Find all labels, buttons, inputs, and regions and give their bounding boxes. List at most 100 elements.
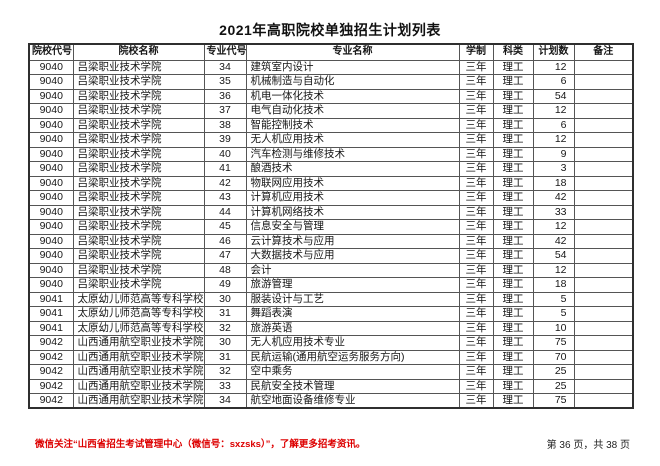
cell-duration: 三年 — [458, 320, 494, 336]
cell-plan-count: 12 — [532, 59, 575, 75]
cell-category: 理工 — [492, 74, 534, 90]
cell-duration: 三年 — [458, 335, 494, 351]
cell-college-code: 9040 — [28, 277, 74, 293]
cell-plan-count: 12 — [532, 103, 575, 119]
cell-college-name: 吕梁职业技术学院 — [72, 161, 205, 177]
cell-college-name: 吕梁职业技术学院 — [72, 74, 205, 90]
table-row: 9040 吕梁职业技术学院 37 电气自动化技术 三年 理工 12 — [28, 103, 634, 119]
cell-college-name: 吕梁职业技术学院 — [72, 175, 205, 191]
table-row: 9040 吕梁职业技术学院 46 云计算技术与应用 三年 理工 42 — [28, 233, 634, 249]
cell-major-code: 40 — [203, 146, 247, 162]
table-row: 9040 吕梁职业技术学院 42 物联网应用技术 三年 理工 18 — [28, 175, 634, 191]
cell-plan-count: 9 — [532, 146, 575, 162]
cell-major-code: 45 — [203, 219, 247, 235]
cell-duration: 三年 — [458, 204, 494, 220]
cell-major-name: 民航安全技术管理 — [245, 378, 460, 394]
cell-college-code: 9040 — [28, 248, 74, 264]
cell-duration: 三年 — [458, 393, 494, 409]
cell-major-name: 汽车检测与维修技术 — [245, 146, 460, 162]
cell-college-name: 山西通用航空职业技术学院 — [72, 349, 205, 365]
cell-category: 理工 — [492, 277, 534, 293]
cell-college-code: 9040 — [28, 146, 74, 162]
cell-plan-count: 54 — [532, 88, 575, 104]
table-row: 9041 太原幼儿师范高等专科学校 30 服装设计与工艺 三年 理工 5 — [28, 291, 634, 307]
cell-category: 理工 — [492, 103, 534, 119]
cell-plan-count: 75 — [532, 393, 575, 409]
cell-remark — [573, 262, 634, 278]
cell-duration: 三年 — [458, 74, 494, 90]
cell-major-name: 无人机应用技术专业 — [245, 335, 460, 351]
cell-college-code: 9040 — [28, 233, 74, 249]
cell-remark — [573, 175, 634, 191]
column-header-plan-count: 计划数 — [532, 43, 575, 61]
cell-major-name: 大数据技术与应用 — [245, 248, 460, 264]
cell-plan-count: 6 — [532, 74, 575, 90]
cell-remark — [573, 59, 634, 75]
cell-category: 理工 — [492, 248, 534, 264]
cell-plan-count: 33 — [532, 204, 575, 220]
cell-category: 理工 — [492, 161, 534, 177]
cell-college-code: 9040 — [28, 59, 74, 75]
cell-remark — [573, 306, 634, 322]
cell-college-code: 9040 — [28, 103, 74, 119]
cell-major-name: 云计算技术与应用 — [245, 233, 460, 249]
cell-major-code: 42 — [203, 175, 247, 191]
cell-major-code: 31 — [203, 349, 247, 365]
cell-remark — [573, 291, 634, 307]
table-row: 9040 吕梁职业技术学院 48 会计 三年 理工 12 — [28, 262, 634, 278]
cell-remark — [573, 248, 634, 264]
table-row: 9042 山西通用航空职业技术学院 33 民航安全技术管理 三年 理工 25 — [28, 378, 634, 394]
cell-college-code: 9042 — [28, 335, 74, 351]
cell-college-code: 9040 — [28, 190, 74, 206]
cell-major-code: 47 — [203, 248, 247, 264]
cell-major-code: 46 — [203, 233, 247, 249]
cell-duration: 三年 — [458, 103, 494, 119]
cell-plan-count: 5 — [532, 291, 575, 307]
page-number-text: 第 36 页，共 38 页 — [546, 440, 630, 451]
cell-college-code: 9041 — [28, 306, 74, 322]
cell-category: 理工 — [492, 262, 534, 278]
cell-category: 理工 — [492, 393, 534, 409]
table-row: 9040 吕梁职业技术学院 36 机电一体化技术 三年 理工 54 — [28, 88, 634, 104]
page-footer: 微信关注“山西省招生考试管理中心（微信号：sxzsks）”，了解更多招考资讯。 … — [28, 436, 632, 451]
cell-college-name: 吕梁职业技术学院 — [72, 204, 205, 220]
cell-remark — [573, 161, 634, 177]
column-header-college-name: 院校名称 — [72, 43, 205, 61]
cell-plan-count: 42 — [532, 233, 575, 249]
cell-category: 理工 — [492, 117, 534, 133]
cell-plan-count: 6 — [532, 117, 575, 133]
cell-major-name: 建筑室内设计 — [245, 59, 460, 75]
cell-major-code: 36 — [203, 88, 247, 104]
cell-plan-count: 5 — [532, 306, 575, 322]
cell-duration: 三年 — [458, 132, 494, 148]
cell-college-code: 9042 — [28, 378, 74, 394]
cell-category: 理工 — [492, 291, 534, 307]
cell-plan-count: 70 — [532, 349, 575, 365]
cell-remark — [573, 219, 634, 235]
cell-major-code: 44 — [203, 204, 247, 220]
cell-college-name: 山西通用航空职业技术学院 — [72, 393, 205, 409]
cell-plan-count: 75 — [532, 335, 575, 351]
cell-plan-count: 54 — [532, 248, 575, 264]
table-header-row: 院校代号 院校名称 专业代号 专业名称 学制 科类 计划数 备注 — [28, 43, 634, 61]
cell-major-name: 智能控制技术 — [245, 117, 460, 133]
cell-major-name: 电气自动化技术 — [245, 103, 460, 119]
cell-college-name: 吕梁职业技术学院 — [72, 219, 205, 235]
cell-remark — [573, 117, 634, 133]
cell-category: 理工 — [492, 378, 534, 394]
column-header-major-code: 专业代号 — [203, 43, 247, 61]
cell-college-name: 吕梁职业技术学院 — [72, 262, 205, 278]
cell-major-name: 计算机网络技术 — [245, 204, 460, 220]
cell-major-name: 空中乘务 — [245, 364, 460, 380]
table-row: 9040 吕梁职业技术学院 45 信息安全与管理 三年 理工 12 — [28, 219, 634, 235]
cell-remark — [573, 132, 634, 148]
cell-duration: 三年 — [458, 146, 494, 162]
cell-college-code: 9041 — [28, 291, 74, 307]
cell-category: 理工 — [492, 364, 534, 380]
cell-major-code: 49 — [203, 277, 247, 293]
table-row: 9040 吕梁职业技术学院 47 大数据技术与应用 三年 理工 54 — [28, 248, 634, 264]
cell-major-name: 计算机应用技术 — [245, 190, 460, 206]
cell-category: 理工 — [492, 204, 534, 220]
cell-remark — [573, 378, 634, 394]
cell-duration: 三年 — [458, 175, 494, 191]
